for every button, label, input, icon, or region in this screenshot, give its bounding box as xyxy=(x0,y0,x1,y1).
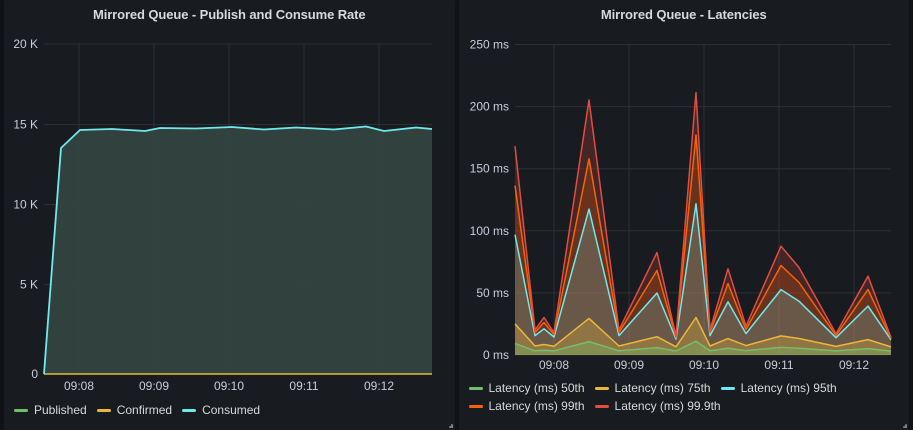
svg-text:20 K: 20 K xyxy=(13,37,38,51)
svg-text:10 K: 10 K xyxy=(13,198,38,212)
svg-text:09:08: 09:08 xyxy=(64,379,94,393)
svg-text:0 ms: 0 ms xyxy=(482,348,508,362)
svg-text:09:10: 09:10 xyxy=(688,358,718,372)
svg-text:100 ms: 100 ms xyxy=(469,224,508,238)
svg-text:09:09: 09:09 xyxy=(613,358,643,372)
svg-text:09:09: 09:09 xyxy=(139,379,169,393)
svg-text:0: 0 xyxy=(31,367,38,381)
svg-text:09:10: 09:10 xyxy=(214,379,244,393)
svg-text:15 K: 15 K xyxy=(13,118,38,132)
svg-text:50 ms: 50 ms xyxy=(476,286,509,300)
svg-text:200 ms: 200 ms xyxy=(469,100,508,114)
svg-text:09:11: 09:11 xyxy=(764,358,793,372)
svg-text:5 K: 5 K xyxy=(20,278,38,292)
svg-text:09:12: 09:12 xyxy=(838,358,868,372)
svg-text:09:08: 09:08 xyxy=(538,358,568,372)
svg-text:09:12: 09:12 xyxy=(364,379,394,393)
svg-text:150 ms: 150 ms xyxy=(469,162,508,176)
svg-text:250 ms: 250 ms xyxy=(469,38,508,52)
svg-text:09:11: 09:11 xyxy=(289,379,318,393)
